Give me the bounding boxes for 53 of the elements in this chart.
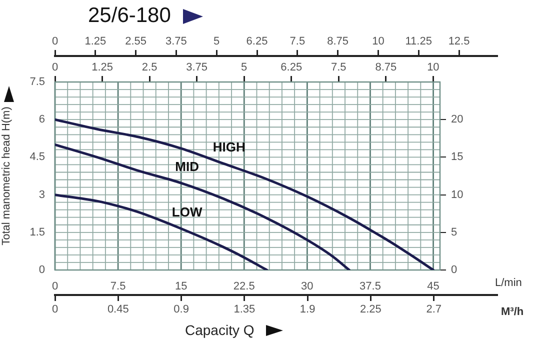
category-label: 0.9 [174, 304, 189, 316]
category-label: 2.25 [360, 304, 382, 316]
line-series [55, 194, 268, 270]
category-label: 3.75 [165, 35, 187, 48]
category-label: 11.25 [405, 35, 432, 48]
category-label: 1.35 [234, 304, 256, 316]
category-label: 6.25 [246, 35, 268, 48]
category-label: 7.5 [290, 35, 306, 48]
category-label: 0.45 [107, 304, 129, 316]
y2-tick-label: 5 [451, 226, 458, 238]
x2-tick-label: 7.5 [330, 61, 346, 74]
y2-tick-label: 15 [451, 151, 464, 164]
y-axis-title: Total manometric head H(m) [0, 106, 13, 246]
x2-tick-label: 2.5 [142, 61, 158, 74]
category-label: 1.9 [300, 304, 316, 316]
x-axis-title: L/min [495, 277, 522, 290]
x-tick-label: 30 [301, 280, 314, 293]
x-tick-label: 22.5 [233, 280, 255, 293]
y2-tick-label: 20 [451, 114, 464, 126]
category-label: 10 [372, 35, 384, 48]
x-tick-label: 15 [174, 280, 188, 293]
line-series [55, 143, 350, 270]
text: Capacity Q [185, 322, 254, 338]
category-label: 2.55 [125, 35, 147, 48]
y-tick-label: 3 [38, 188, 45, 201]
y2-tick-label: 10 [451, 188, 464, 201]
category-label: 12.5 [448, 35, 470, 48]
x-tick-label: 7.5 [110, 280, 126, 293]
x2-tick-label: 3.75 [186, 61, 208, 74]
line-series [55, 118, 435, 270]
category-label: 0 [52, 304, 58, 316]
x2-tick-label: 8.75 [375, 61, 397, 74]
category-label: 2.7 [426, 304, 442, 316]
category-label: 5 [214, 35, 220, 48]
x-tick-label: 0 [52, 280, 58, 293]
x-tick-label: 37.5 [360, 280, 381, 293]
x2-tick-label: 10 [427, 61, 440, 74]
category-label: 1.25 [84, 35, 106, 48]
y-tick-label: 7.5 [30, 76, 45, 88]
y2-tick-label: 0 [451, 264, 458, 276]
text: M³/h [501, 306, 524, 318]
x-tick-label: 45 [427, 280, 440, 293]
x2-tick-label: 1.25 [92, 61, 113, 74]
x2-tick-label: 5 [241, 61, 248, 74]
x2-tick-label: 0 [52, 61, 58, 74]
text: 25/6-180 [88, 4, 171, 28]
category-label: 0 [52, 35, 58, 48]
y-tick-label: 1.5 [30, 226, 45, 238]
x2-tick-label: 6.25 [280, 61, 302, 74]
y-tick-label: 4.5 [30, 151, 45, 164]
y-tick-label: 6 [38, 114, 45, 126]
category-label: 8.75 [327, 35, 349, 48]
y-tick-label: 0 [38, 264, 45, 276]
